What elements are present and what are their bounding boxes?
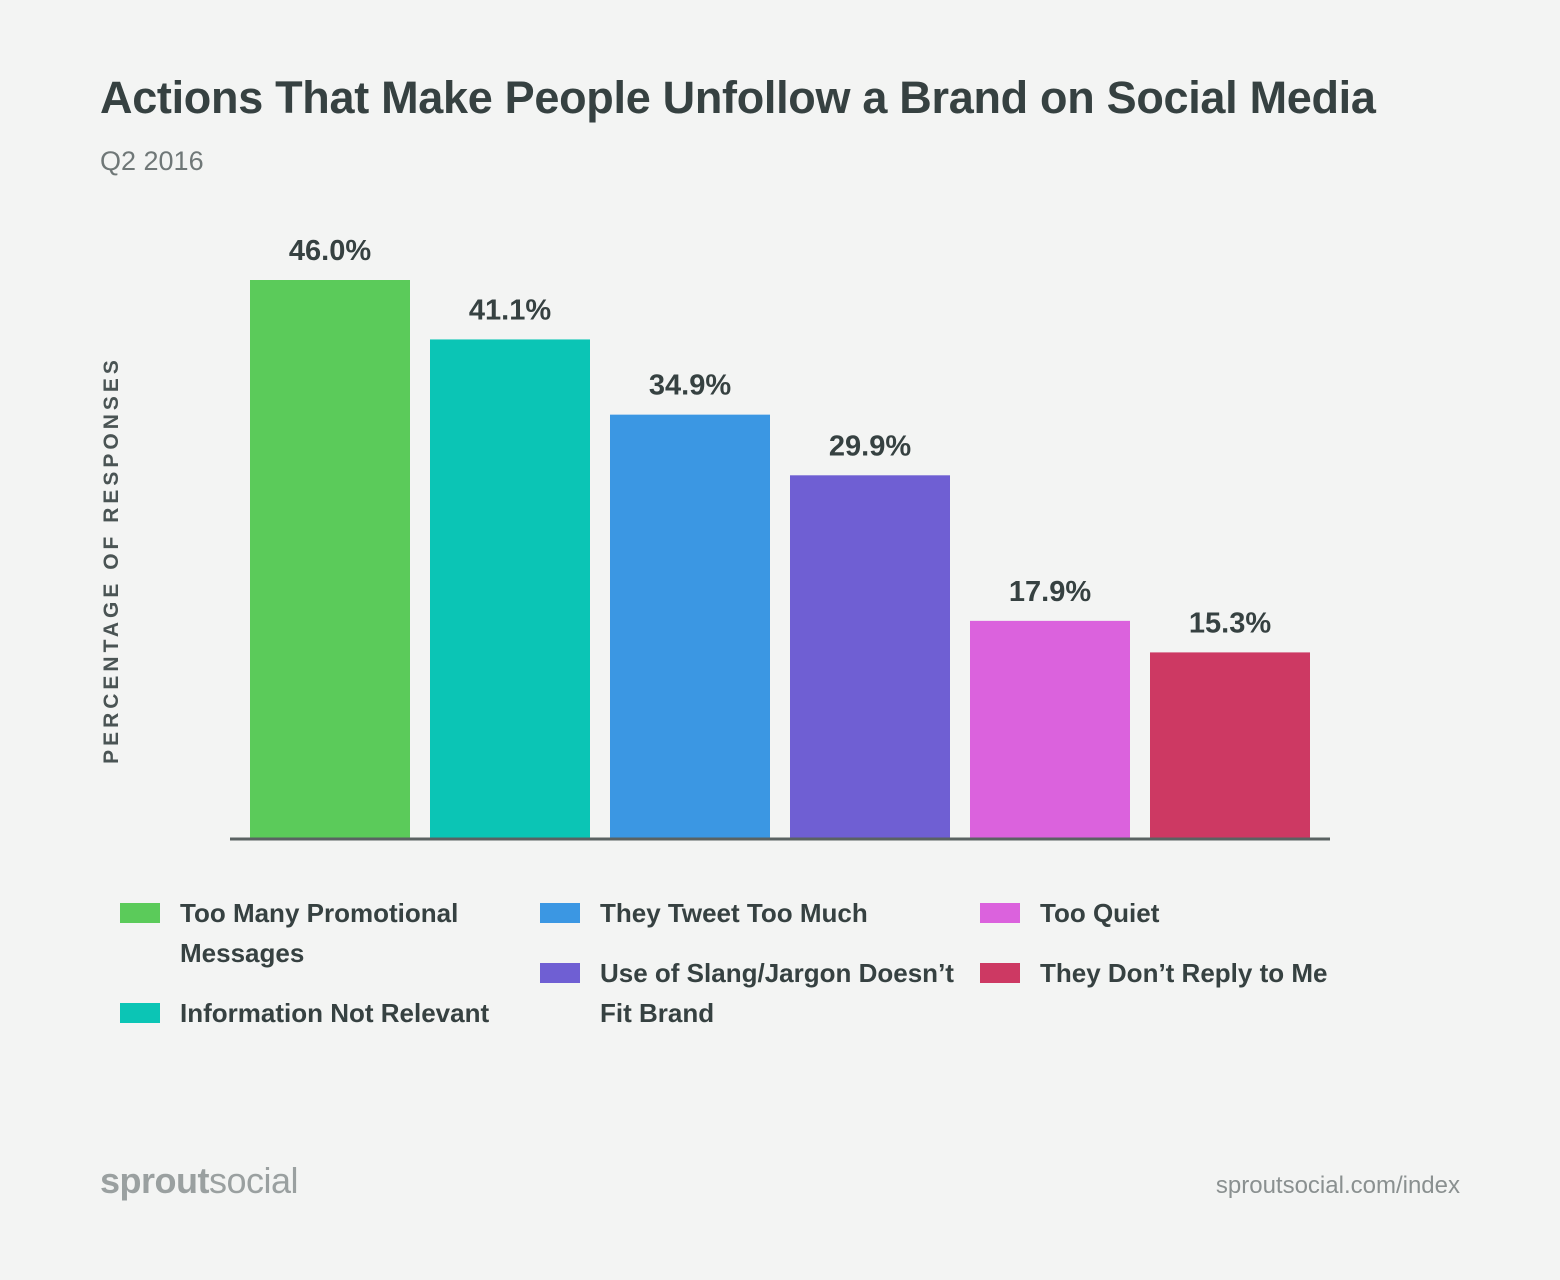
data-label: 34.9% xyxy=(649,370,731,402)
legend-label: Too Many Promotional Messages xyxy=(180,898,459,968)
legend-column: Too Many Promotional Messages Information… xyxy=(120,893,520,1033)
data-label: 41.1% xyxy=(469,294,551,326)
legend-swatch xyxy=(980,903,1020,923)
legend-item: They Tweet Too Much xyxy=(540,893,970,933)
legend-item: Information Not Relevant xyxy=(120,993,520,1033)
legend-label: Use of Slang/Jargon Doesn’t Fit Brand xyxy=(600,958,954,1028)
legend-label: They Don’t Reply to Me xyxy=(1040,958,1328,988)
bar xyxy=(430,339,590,838)
bar xyxy=(970,620,1130,838)
legend-column: Too Quiet They Don’t Reply to Me xyxy=(980,893,1460,993)
legend-swatch xyxy=(980,963,1020,983)
legend-swatch xyxy=(540,963,580,983)
chart-title: Actions That Make People Unfollow a Bran… xyxy=(100,72,1376,123)
legend-swatch xyxy=(540,903,580,923)
legend-column: They Tweet Too Much Use of Slang/Jargon D… xyxy=(540,893,970,1033)
chart-subtitle: Q2 2016 xyxy=(100,146,204,176)
bar xyxy=(610,414,770,838)
legend-label: Information Not Relevant xyxy=(180,998,490,1028)
data-label: 17.9% xyxy=(1009,576,1091,608)
data-label: 15.3% xyxy=(1189,607,1271,639)
data-label: 29.9% xyxy=(829,430,911,462)
source-url: sproutsocial.com/index xyxy=(1215,1172,1460,1199)
legend-item: Use of Slang/Jargon Doesn’t Fit Brand xyxy=(540,953,970,1033)
data-label: 46.0% xyxy=(289,235,371,267)
legend-swatch xyxy=(120,903,160,923)
legend-item: Too Quiet xyxy=(980,893,1460,933)
legend-swatch xyxy=(120,1003,160,1023)
bar xyxy=(250,280,410,838)
legend-item: They Don’t Reply to Me xyxy=(980,953,1460,993)
legend-item: Too Many Promotional Messages xyxy=(120,893,520,973)
legend-label: Too Quiet xyxy=(1040,898,1160,928)
bar-chart: 46.0% 41.1% 34.9% 29.9% 17.9% 15.3% xyxy=(230,235,1330,841)
bar xyxy=(790,475,950,838)
bar xyxy=(1150,652,1310,838)
legend-label: They Tweet Too Much xyxy=(600,898,868,928)
sproutsocial-logo: sproutsocial xyxy=(100,1160,299,1201)
